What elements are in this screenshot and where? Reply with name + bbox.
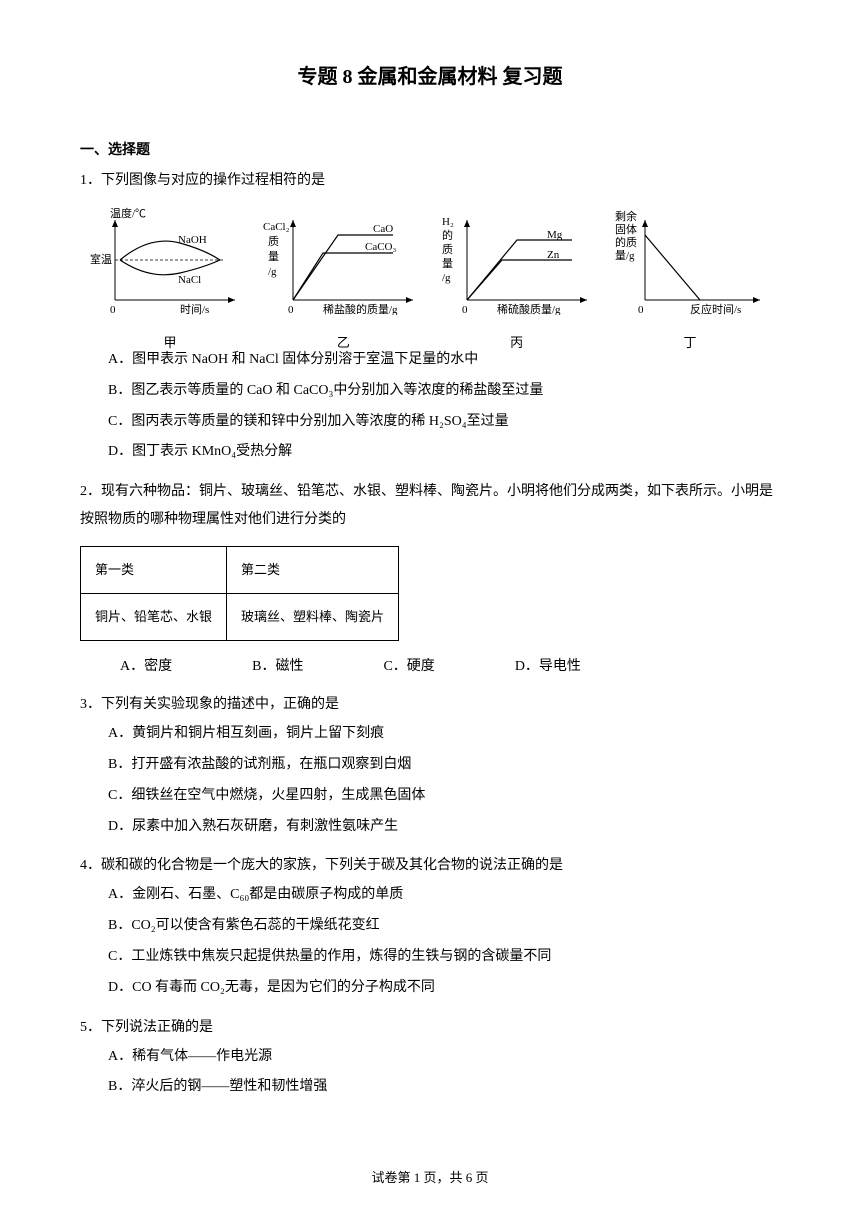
q5-option-b: B．淬火后的钢——塑性和韧性增强 [108, 1072, 780, 1103]
q2-option-d: D．导电性 [515, 653, 581, 681]
svg-text:固体: 固体 [615, 222, 637, 236]
q3-option-a: A．黄铜片和铜片相互刻画，铜片上留下刻痕 [108, 719, 780, 750]
q5-options: A．稀有气体——作电光源 B．淬火后的钢——塑性和韧性增强 [80, 1042, 780, 1104]
q4-option-c: C．工业炼铁中焦炭只起提供热量的作用，炼得的生铁与钢的含碳量不同 [108, 942, 780, 973]
graph-c-label: 丙 [437, 330, 597, 356]
graph-d: 剩余 固体 的质 量/g 0 反应时间/s 丁 [610, 205, 770, 335]
svg-text:量: 量 [442, 257, 453, 270]
q2-option-b: B．磁性 [252, 653, 303, 681]
svg-text:0: 0 [110, 304, 116, 315]
table-cell-1: 铜片、铅笔芯、水银 [81, 594, 227, 641]
svg-text:/g: /g [268, 266, 277, 278]
graph-a-label: 甲 [90, 330, 250, 356]
question-2: 2．现有六种物品：铜片、玻璃丝、铅笔芯、水银、塑料棒、陶瓷片。小明将他们分成两类… [80, 478, 780, 681]
q3-option-d: D．尿素中加入熟石灰研磨，有刺激性氨味产生 [108, 812, 780, 843]
svg-text:的: 的 [442, 228, 453, 242]
table-header-1: 第一类 [81, 547, 227, 594]
q4-option-d: D．CO 有毒而 CO₂无毒，是因为它们的分子构成不同 [108, 973, 780, 1004]
graph-b: CaCl₂ 质 量 /g CaO CaCO₃ 0 稀盐酸的质量/g 乙 [263, 205, 423, 335]
svg-text:质: 质 [268, 235, 279, 248]
q3-option-b: B．打开盛有浓盐酸的试剂瓶，在瓶口观察到白烟 [108, 750, 780, 781]
graph-d-label: 丁 [610, 330, 770, 356]
q3-text: 3．下列有关实验现象的描述中，正确的是 [80, 691, 780, 719]
graph-c: H₂ 的 质 量 /g Mg Zn 0 稀硫酸质量/g 丙 [437, 205, 597, 335]
section-header: 一、选择题 [80, 139, 780, 159]
q2-text2: 按照物质的哪种物理属性对他们进行分类的 [80, 506, 780, 534]
q1-options: A．图甲表示 NaOH 和 NaCl 固体分别溶于室温下足量的水中 B．图乙表示… [80, 345, 780, 468]
svg-text:反应时间/s: 反应时间/s [690, 302, 741, 315]
svg-text:CaCO₃: CaCO₃ [365, 241, 397, 253]
svg-text:时间/s: 时间/s [180, 303, 209, 315]
svg-text:CaCl₂: CaCl₂ [263, 221, 290, 233]
q4-text: 4．碳和碳的化合物是一个庞大的家族，下列关于碳及其化合物的说法正确的是 [80, 852, 780, 880]
svg-text:/g: /g [442, 272, 451, 284]
question-5: 5．下列说法正确的是 A．稀有气体——作电光源 B．淬火后的钢——塑性和韧性增强 [80, 1014, 780, 1104]
q1-option-d: D．图丁表示 KMnO₄受热分解 [108, 437, 780, 468]
q1-option-b: B．图乙表示等质量的 CaO 和 CaCO₃中分别加入等浓度的稀盐酸至过量 [108, 376, 780, 407]
q3-option-c: C．细铁丝在空气中燃烧，火星四射，生成黑色固体 [108, 781, 780, 812]
q1-option-c: C．图丙表示等质量的镁和锌中分别加入等浓度的稀 H₂SO₄至过量 [108, 407, 780, 438]
q4-option-a: A．金刚石、石墨、C₆₀都是由碳原子构成的单质 [108, 880, 780, 911]
svg-text:稀盐酸的质量/g: 稀盐酸的质量/g [323, 302, 398, 315]
svg-text:的质: 的质 [615, 235, 637, 249]
table-cell-2: 玻璃丝、塑料棒、陶瓷片 [227, 594, 399, 641]
page-title: 专题 8 金属和金属材料 复习题 [80, 60, 780, 89]
question-4: 4．碳和碳的化合物是一个庞大的家族，下列关于碳及其化合物的说法正确的是 A．金刚… [80, 852, 780, 1003]
q5-option-a: A．稀有气体——作电光源 [108, 1042, 780, 1073]
svg-text:NaCl: NaCl [178, 274, 201, 286]
svg-text:Zn: Zn [547, 249, 560, 261]
q2-text1: 2．现有六种物品：铜片、玻璃丝、铅笔芯、水银、塑料棒、陶瓷片。小明将他们分成两类… [80, 478, 780, 506]
graphs-row: 温度/℃ NaOH 室温 NaCl 0 时间/s 甲 CaCl₂ 质 [80, 205, 780, 335]
q1-text: 1．下列图像与对应的操作过程相符的是 [80, 167, 780, 195]
q2-options: A．密度 B．磁性 C．硬度 D．导电性 [80, 653, 780, 681]
svg-text:H₂: H₂ [442, 216, 454, 228]
page-footer: 试卷第 1 页，共 6 页 [0, 1167, 860, 1186]
question-3: 3．下列有关实验现象的描述中，正确的是 A．黄铜片和铜片相互刻画，铜片上留下刻痕… [80, 691, 780, 842]
q3-options: A．黄铜片和铜片相互刻画，铜片上留下刻痕 B．打开盛有浓盐酸的试剂瓶，在瓶口观察… [80, 719, 780, 842]
svg-text:NaOH: NaOH [178, 234, 207, 246]
svg-text:温度/℃: 温度/℃ [110, 206, 146, 220]
q4-options: A．金刚石、石墨、C₆₀都是由碳原子构成的单质 B．CO₂可以使含有紫色石蕊的干… [80, 880, 780, 1003]
svg-text:0: 0 [638, 304, 644, 315]
q2-table: 第一类 第二类 铜片、铅笔芯、水银 玻璃丝、塑料棒、陶瓷片 [80, 546, 399, 641]
svg-text:0: 0 [288, 304, 294, 315]
table-header-2: 第二类 [227, 547, 399, 594]
svg-text:量/g: 量/g [615, 249, 635, 262]
svg-text:量: 量 [268, 250, 279, 263]
svg-text:0: 0 [462, 304, 468, 315]
question-1: 1．下列图像与对应的操作过程相符的是 温度/℃ NaOH 室温 NaCl 0 时… [80, 167, 780, 468]
svg-text:Mg: Mg [547, 229, 563, 241]
svg-text:室温: 室温 [90, 252, 112, 266]
svg-text:CaO: CaO [373, 223, 393, 235]
svg-text:质: 质 [442, 243, 453, 256]
graph-a: 温度/℃ NaOH 室温 NaCl 0 时间/s 甲 [90, 205, 250, 335]
q2-option-c: C．硬度 [383, 653, 434, 681]
graph-b-label: 乙 [263, 330, 423, 356]
svg-text:稀硫酸质量/g: 稀硫酸质量/g [497, 302, 561, 315]
q4-option-b: B．CO₂可以使含有紫色石蕊的干燥纸花变红 [108, 911, 780, 942]
q5-text: 5．下列说法正确的是 [80, 1014, 780, 1042]
svg-text:剩余: 剩余 [615, 209, 637, 223]
q2-option-a: A．密度 [120, 653, 172, 681]
